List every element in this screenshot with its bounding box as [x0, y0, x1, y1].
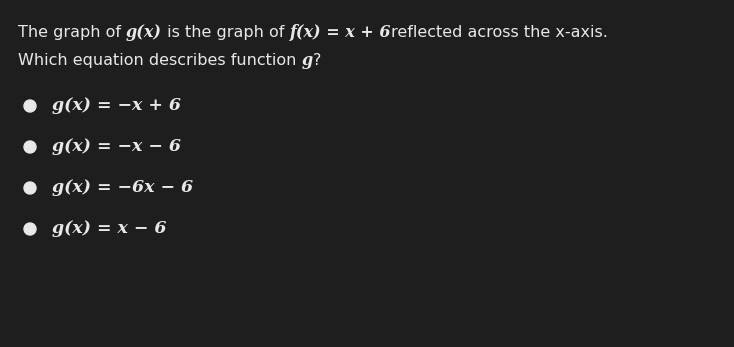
Text: ?: ?: [313, 53, 321, 68]
Circle shape: [24, 182, 36, 194]
Circle shape: [24, 141, 36, 153]
Text: The graph of: The graph of: [18, 25, 126, 40]
Circle shape: [24, 100, 36, 112]
Circle shape: [24, 223, 36, 235]
Text: g(x) = −6x − 6: g(x) = −6x − 6: [52, 179, 193, 196]
Text: g(x) = −x + 6: g(x) = −x + 6: [52, 97, 181, 114]
Text: g(x) = x − 6: g(x) = x − 6: [52, 220, 167, 237]
Text: g(x) = −x − 6: g(x) = −x − 6: [52, 138, 181, 155]
Text: f(x) = x + 6: f(x) = x + 6: [290, 24, 391, 41]
Text: g: g: [302, 52, 313, 69]
Text: Which equation describes function: Which equation describes function: [18, 53, 302, 68]
Text: reflected across the x-axis.: reflected across the x-axis.: [391, 25, 608, 40]
Text: g(x): g(x): [126, 24, 162, 41]
Text: is the graph of: is the graph of: [162, 25, 290, 40]
